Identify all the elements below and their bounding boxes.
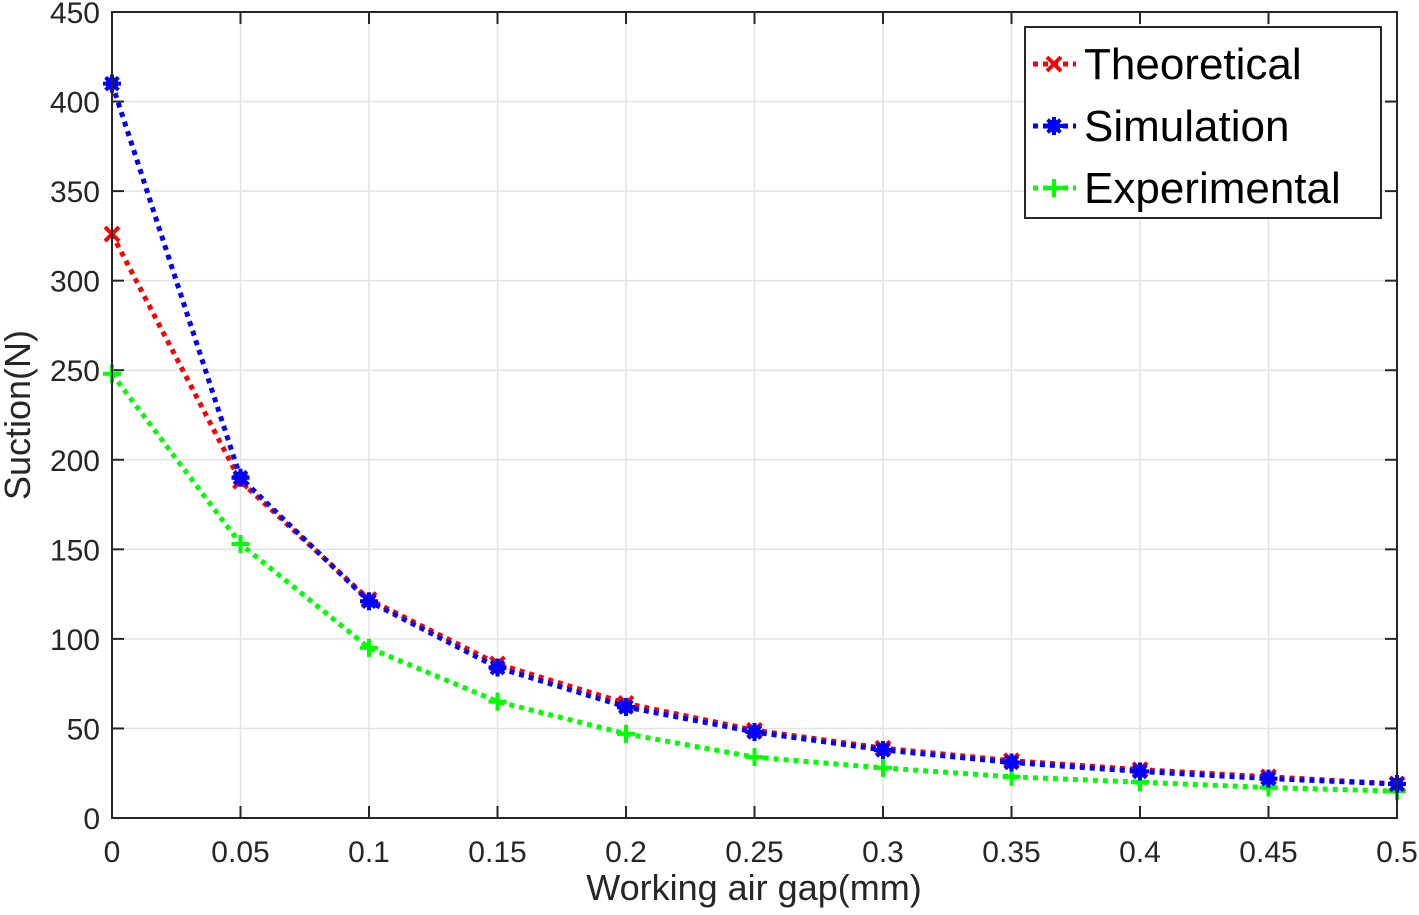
series-layer (103, 74, 1406, 801)
data-point (360, 638, 378, 657)
x-tick-label: 0.15 (468, 836, 526, 869)
data-point (617, 724, 635, 743)
y-tick-labels: 0 50 100 150 200 250 300 350 400 450 (50, 0, 100, 836)
data-point (874, 740, 892, 759)
plot-frame (111, 11, 1398, 819)
legend-marker (1045, 117, 1063, 135)
x-tick-label: 0.2 (605, 836, 647, 869)
data-point (231, 534, 250, 553)
series-simulation (103, 74, 1406, 793)
marker-stroke (746, 724, 763, 740)
x-tick-label: 0 (104, 836, 121, 869)
data-point (360, 592, 378, 611)
marker-stroke (875, 742, 891, 758)
data-point (745, 723, 764, 742)
x-tick-label: 0.5 (1376, 836, 1418, 869)
x-tick-label: 0.35 (982, 836, 1040, 869)
data-point (617, 697, 635, 716)
legend-box (1024, 26, 1382, 219)
legend-marker (1045, 179, 1063, 197)
y-tick-label: 300 (50, 266, 100, 299)
x-tick-label: 0.3 (862, 836, 904, 869)
data-point (488, 658, 507, 677)
legend-label: Simulation (1084, 102, 1289, 151)
marker-stroke (1260, 770, 1277, 787)
x-tick-label: 0.25 (725, 836, 783, 869)
y-tick-label: 0 (83, 803, 100, 836)
marker-stroke (1003, 754, 1020, 771)
x-tick-label: 0.4 (1119, 836, 1161, 869)
legend-label: Theoretical (1084, 40, 1302, 89)
y-tick-label: 400 (50, 87, 100, 120)
marker-stroke (1132, 763, 1148, 780)
marker-stroke (489, 659, 506, 676)
y-tick-label: 450 (50, 0, 100, 30)
marker-stroke (1045, 55, 1063, 73)
legend-label: Experimental (1084, 164, 1341, 213)
x-tick-labels: 0 0.05 0.1 0.15 0.2 0.25 0.3 0.35 0.4 0.45 0.5 (104, 836, 1418, 869)
data-point (488, 692, 507, 711)
x-tick-label: 0.45 (1239, 836, 1297, 869)
y-tick-label: 350 (50, 176, 100, 209)
legend-item-simulation: Simulation (1033, 102, 1289, 151)
data-point (1002, 753, 1021, 772)
y-tick-label: 250 (50, 355, 100, 388)
marker-stroke (618, 699, 634, 715)
legend-marker (1045, 55, 1063, 73)
x-tick-label: 0.05 (211, 836, 269, 869)
legend: Theoretical Simulation Experimental (1024, 26, 1382, 219)
data-point (874, 758, 892, 777)
data-point (1131, 762, 1149, 781)
data-point (231, 468, 250, 487)
marker-stroke (232, 469, 249, 486)
y-tick-label: 50 (67, 713, 100, 746)
y-tick-label: 150 (50, 534, 100, 567)
x-axis-title: Working air gap(mm) (586, 867, 921, 908)
y-tick-label: 100 (50, 624, 100, 657)
data-point (1259, 769, 1278, 788)
y-axis-title: Suction(N) (0, 330, 38, 500)
y-tick-label: 200 (50, 445, 100, 478)
x-tick-label: 0.1 (348, 836, 390, 869)
data-point (745, 748, 764, 767)
legend-item-experimental: Experimental (1033, 164, 1341, 213)
marker-stroke (1046, 118, 1062, 134)
legend-item-theoretical: Theoretical (1033, 40, 1302, 89)
marker-stroke (361, 593, 377, 610)
